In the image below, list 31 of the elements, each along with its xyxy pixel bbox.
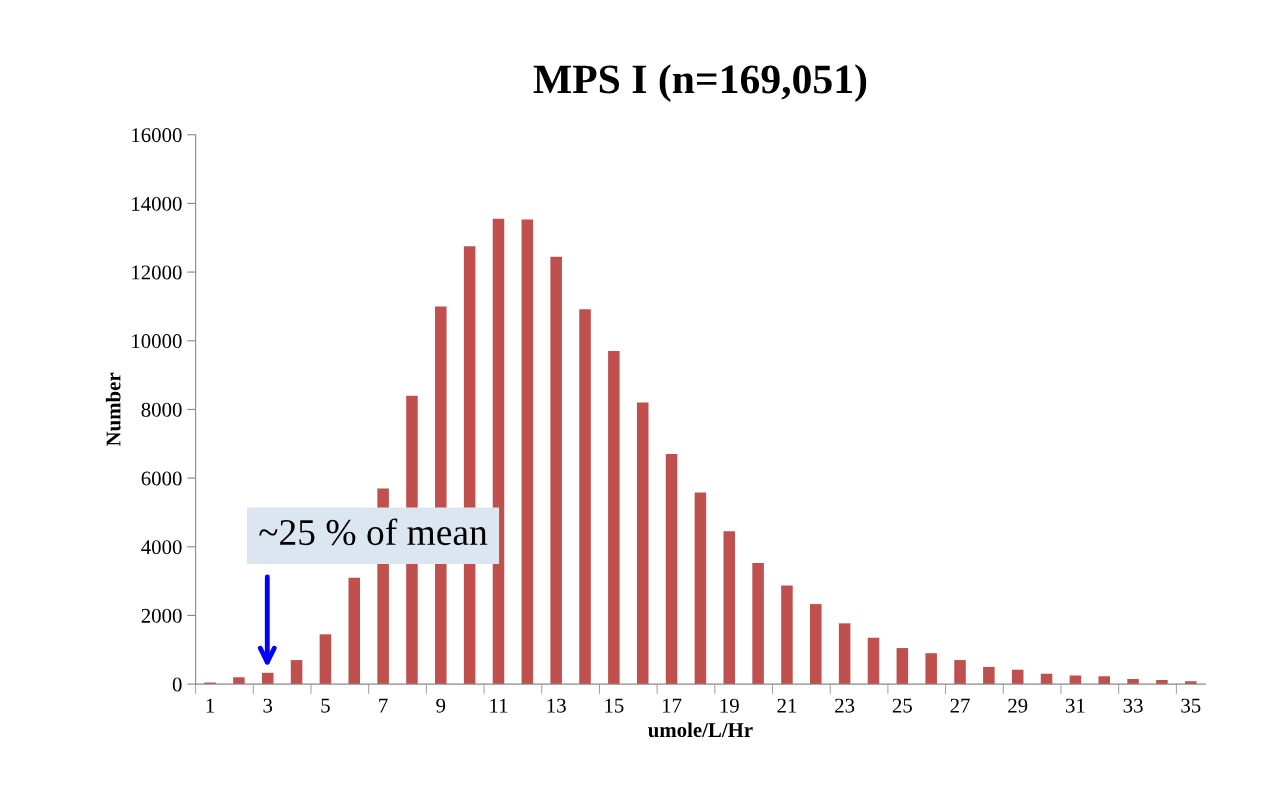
annotation: ~25 % of mean bbox=[259, 518, 488, 546]
x-tick-label: 15 bbox=[605, 698, 624, 713]
x-tick-label: 1 bbox=[206, 698, 214, 713]
x-tick-label: 13 bbox=[547, 698, 566, 713]
y-tick-label: 16000 bbox=[132, 128, 182, 143]
x-tick-label: 31 bbox=[1065, 698, 1085, 713]
y-tick-label: 8000 bbox=[141, 402, 182, 417]
x-tick-label: 25 bbox=[892, 698, 912, 713]
x-tick-label: 17 bbox=[662, 698, 682, 713]
y-tick-label: 0 bbox=[172, 677, 182, 692]
y-tick-label: 2000 bbox=[141, 608, 182, 623]
y-tick-label: 10000 bbox=[132, 334, 182, 349]
x-tick-label: 29 bbox=[1008, 698, 1028, 713]
x-tick-label: 7 bbox=[379, 698, 388, 713]
x-tick-label: 23 bbox=[835, 698, 855, 713]
x-tick-label: 35 bbox=[1181, 698, 1201, 713]
x-tick-label: 5 bbox=[321, 698, 330, 713]
y-tick-label: 14000 bbox=[132, 196, 182, 211]
x-tick-label: 21 bbox=[777, 698, 797, 713]
x-tick-label: 11 bbox=[490, 698, 508, 713]
y-tick-label: 4000 bbox=[141, 540, 182, 555]
x-axis-title: umole/L/Hr bbox=[648, 722, 753, 738]
x-tick-label: 33 bbox=[1123, 698, 1143, 713]
y-axis-title: Number bbox=[105, 372, 121, 447]
x-tick-label: 3 bbox=[263, 698, 273, 713]
x-tick-label: 19 bbox=[720, 698, 739, 713]
y-tick-label: 6000 bbox=[141, 471, 182, 486]
chart-title: MPS I (n=169,051) bbox=[533, 64, 867, 102]
y-tick-label: 12000 bbox=[132, 265, 182, 280]
x-tick-label: 9 bbox=[436, 698, 446, 713]
x-tick-label: 27 bbox=[950, 698, 970, 713]
